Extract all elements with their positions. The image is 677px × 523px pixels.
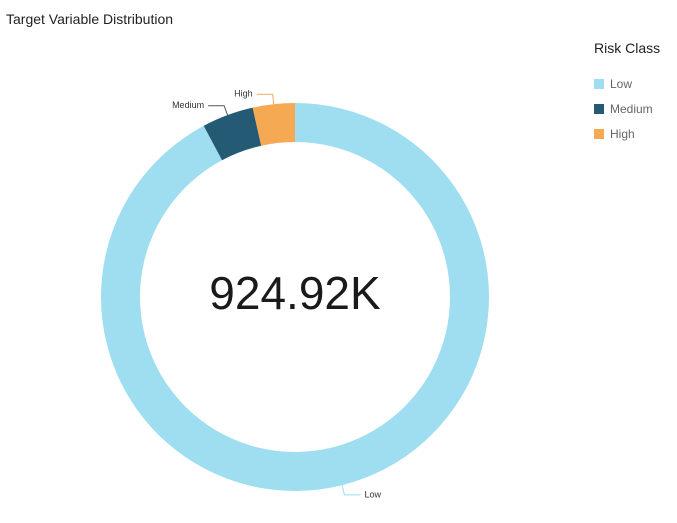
- donut-slice-medium[interactable]: [203, 107, 262, 161]
- legend-items: Low Medium High: [594, 71, 660, 146]
- legend-item-medium[interactable]: Medium: [594, 96, 660, 121]
- leader-line-high: [256, 93, 275, 105]
- legend-item-low[interactable]: Low: [594, 71, 660, 96]
- legend-swatch-medium: [594, 103, 604, 114]
- legend-title: Risk Class: [594, 40, 661, 56]
- slice-label-low: Low: [364, 489, 381, 499]
- donut-slice-high[interactable]: [252, 103, 295, 146]
- legend-swatch-low: [594, 78, 604, 89]
- legend-swatch-high: [594, 128, 604, 139]
- slice-labels: Low Medium High: [172, 89, 381, 500]
- legend-label-high: High: [610, 126, 635, 141]
- slice-label-leaders: [208, 93, 361, 496]
- legend-label-medium: Medium: [610, 101, 653, 116]
- slice-label-medium: Medium: [172, 100, 204, 110]
- legend-label-low: Low: [610, 76, 633, 91]
- leader-line-low: [341, 485, 361, 496]
- donut-center-value: 924.92K: [209, 267, 381, 319]
- slice-label-high: High: [234, 89, 253, 99]
- legend-item-high[interactable]: High: [594, 121, 660, 146]
- chart-title: Target Variable Distribution: [6, 11, 174, 27]
- chart-legend: Risk Class Low Medium High: [594, 40, 660, 146]
- leader-line-medium: [208, 105, 229, 116]
- donut-slices: [100, 103, 490, 491]
